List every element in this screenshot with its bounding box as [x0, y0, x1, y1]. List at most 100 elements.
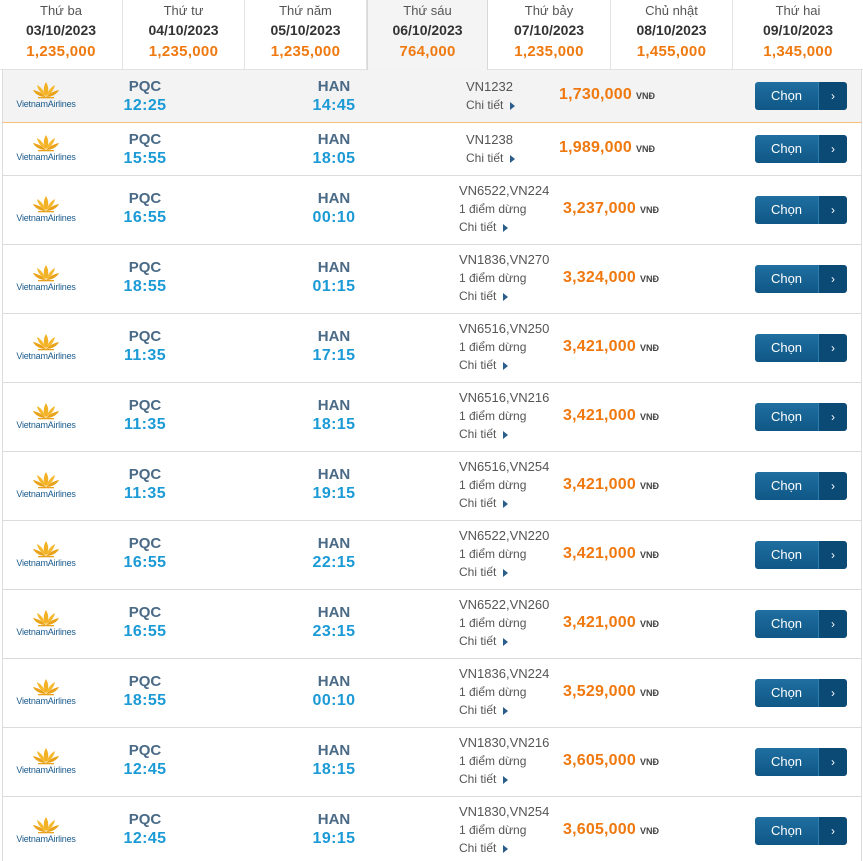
flight-number: VN6522,VN224 [459, 183, 550, 198]
arrival-time: 19:15 [312, 830, 356, 847]
arrival: HAN 00:10 [304, 673, 364, 710]
lotus-icon [33, 472, 59, 489]
arrival-airport: HAN [317, 811, 351, 828]
departure: PQC 11:35 [115, 397, 175, 434]
choose-flight-button[interactable]: Chọn › [755, 817, 847, 845]
departure: PQC 16:55 [115, 604, 175, 641]
flight-number: VN1836,VN224 [459, 666, 550, 681]
fare-amount: 3,605,000 [563, 752, 636, 769]
arrival: HAN 14:45 [304, 78, 364, 115]
choose-flight-button[interactable]: Chọn › [755, 135, 847, 163]
currency-label: VNĐ [639, 343, 659, 353]
arrival-time: 18:15 [312, 416, 356, 433]
stops-count: 1 điểm dừng [459, 478, 527, 492]
flight-detail-link[interactable]: Chi tiết [459, 425, 549, 443]
date-tab[interactable]: Thứ hai 09/10/2023 1,345,000 [733, 0, 863, 69]
flight-detail-link[interactable]: Chi tiết [466, 149, 516, 167]
date-tab-lowest-price: 764,000 [399, 43, 456, 60]
airline-name: VietnamAirlines [16, 765, 76, 775]
date-tab[interactable]: Thứ năm 05/10/2023 1,235,000 [245, 0, 367, 69]
date-tab[interactable]: Thứ tư 04/10/2023 1,235,000 [123, 0, 245, 69]
flight-detail-link[interactable]: Chi tiết [459, 632, 549, 650]
arrival-airport: HAN [317, 742, 351, 759]
arrival-time: 00:10 [312, 209, 356, 226]
chevron-right-icon: › [818, 679, 847, 707]
choose-flight-button[interactable]: Chọn › [755, 196, 847, 224]
departure-airport: PQC [128, 673, 162, 690]
flight-info: VN1232 Chi tiết [466, 78, 516, 114]
flight-detail-link[interactable]: Chi tiết [459, 356, 549, 374]
chevron-right-icon: › [818, 265, 847, 293]
chevron-right-icon: › [818, 135, 847, 163]
arrival-time: 00:10 [312, 692, 356, 709]
flight-row: VietnamAirlines PQC 16:55 HAN 23:15 VN65… [2, 590, 862, 659]
arrival-airport: HAN [317, 604, 351, 621]
choose-flight-button[interactable]: Chọn › [755, 541, 847, 569]
fare: 3,529,000 VNĐ [563, 683, 659, 701]
chevron-right-icon: › [818, 817, 847, 845]
airline-name: VietnamAirlines [16, 558, 76, 568]
flight-number: VN1836,VN270 [459, 252, 550, 267]
triangle-right-icon [510, 101, 516, 110]
fare: 3,421,000 VNĐ [563, 614, 659, 632]
choose-flight-button[interactable]: Chọn › [755, 265, 847, 293]
arrival: HAN 00:10 [304, 190, 364, 227]
lotus-icon [33, 541, 59, 558]
flight-info: VN6516,VN216 1 điểm dừng Chi tiết [459, 389, 549, 443]
currency-label: VNĐ [639, 550, 659, 560]
arrival: HAN 19:15 [304, 811, 364, 848]
choose-flight-button[interactable]: Chọn › [755, 403, 847, 431]
choose-flight-button[interactable]: Chọn › [755, 82, 847, 110]
airline-name: VietnamAirlines [16, 99, 76, 109]
date-tab[interactable]: Thứ bảy 07/10/2023 1,235,000 [488, 0, 611, 69]
lotus-icon [33, 135, 59, 152]
arrival-time: 18:05 [312, 150, 356, 167]
chevron-right-icon: › [818, 748, 847, 776]
flight-detail-link[interactable]: Chi tiết [466, 96, 516, 114]
choose-flight-button[interactable]: Chọn › [755, 610, 847, 638]
date-tab[interactable]: Thứ ba 03/10/2023 1,235,000 [0, 0, 123, 69]
choose-flight-button[interactable]: Chọn › [755, 748, 847, 776]
arrival-time: 22:15 [312, 554, 356, 571]
choose-flight-button[interactable]: Chọn › [755, 679, 847, 707]
detail-label: Chi tiết [459, 703, 497, 717]
choose-flight-button[interactable]: Chọn › [755, 334, 847, 362]
flight-info: VN6522,VN224 1 điểm dừng Chi tiết [459, 182, 549, 236]
departure-airport: PQC [128, 259, 162, 276]
departure: PQC 18:55 [115, 673, 175, 710]
date-tab-date: 03/10/2023 [25, 22, 97, 38]
flight-detail-link[interactable]: Chi tiết [459, 770, 549, 788]
fare-amount: 1,989,000 [559, 139, 632, 156]
currency-label: VNĐ [639, 274, 659, 284]
currency-label: VNĐ [639, 481, 659, 491]
currency-label: VNĐ [639, 205, 659, 215]
fare-amount: 3,421,000 [563, 545, 636, 562]
date-tab[interactable]: Chủ nhật 08/10/2023 1,455,000 [611, 0, 733, 69]
date-tab[interactable]: Thứ sáu 06/10/2023 764,000 [367, 0, 488, 70]
departure: PQC 18:55 [115, 259, 175, 296]
fare: 3,237,000 VNĐ [563, 200, 659, 218]
departure-airport: PQC [128, 811, 162, 828]
departure-time: 11:35 [123, 416, 167, 433]
triangle-right-icon [503, 223, 509, 232]
flight-row: VietnamAirlines PQC 12:45 HAN 19:15 VN18… [2, 797, 862, 861]
flight-detail-link[interactable]: Chi tiết [459, 494, 549, 512]
detail-label: Chi tiết [459, 289, 497, 303]
currency-label: VNĐ [635, 144, 655, 154]
triangle-right-icon [503, 568, 509, 577]
date-tab-lowest-price: 1,455,000 [636, 43, 707, 60]
departure-time: 11:35 [123, 485, 167, 502]
flight-detail-link[interactable]: Chi tiết [459, 287, 549, 305]
arrival-airport: HAN [317, 190, 351, 207]
choose-button-label: Chọn [755, 679, 818, 707]
flight-detail-link[interactable]: Chi tiết [459, 218, 549, 236]
choose-button-label: Chọn [755, 334, 818, 362]
lotus-icon [33, 196, 59, 213]
choose-flight-button[interactable]: Chọn › [755, 472, 847, 500]
flight-detail-link[interactable]: Chi tiết [459, 701, 549, 719]
detail-label: Chi tiết [459, 634, 497, 648]
flight-detail-link[interactable]: Chi tiết [459, 563, 549, 581]
flight-detail-link[interactable]: Chi tiết [459, 839, 549, 857]
departure: PQC 12:45 [115, 811, 175, 848]
triangle-right-icon [503, 292, 509, 301]
